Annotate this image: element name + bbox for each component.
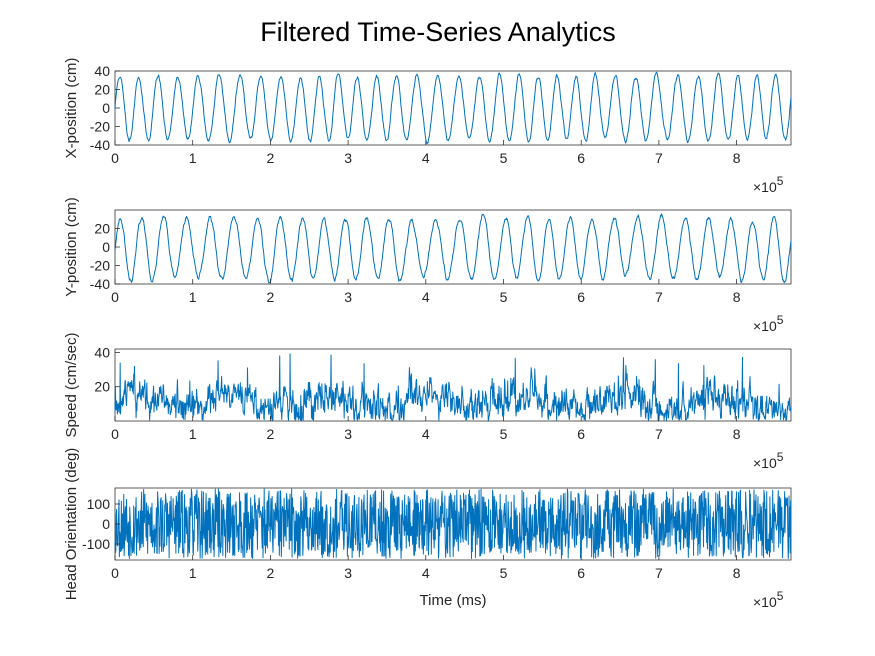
y-tick-label: -40 <box>90 276 110 292</box>
y-tick-label: 100 <box>87 496 111 512</box>
x-tick-label: 7 <box>655 150 663 166</box>
x-tick-label: 4 <box>422 150 430 166</box>
y-tick-label: -100 <box>82 536 110 552</box>
x-tick-label: 2 <box>267 289 275 305</box>
x-tick-label: 1 <box>189 289 197 305</box>
x-tick-label: 3 <box>344 150 352 166</box>
x-tick-label: 7 <box>655 289 663 305</box>
x-exponent-label: ×105 <box>753 589 784 610</box>
x-tick-label: 6 <box>577 426 585 442</box>
y-axis-label: Y-position (cm) <box>63 197 80 296</box>
x-axis-label: Time (ms) <box>420 592 487 609</box>
x-tick-label: 5 <box>500 150 508 166</box>
y-tick-label: -20 <box>90 119 110 135</box>
series-line <box>114 488 792 560</box>
x-tick-label: 8 <box>733 565 741 581</box>
x-tick-label: 4 <box>422 426 430 442</box>
x-tick-label: 8 <box>733 426 741 442</box>
x-exponent-label: ×105 <box>753 450 784 471</box>
x-tick-label: 5 <box>500 565 508 581</box>
y-tick-label: 0 <box>102 100 110 116</box>
x-tick-label: 5 <box>500 289 508 305</box>
exponent-base: ×10 <box>753 318 777 334</box>
x-tick-label: 2 <box>267 565 275 581</box>
y-tick-label: -20 <box>90 258 110 274</box>
series-line <box>114 353 792 421</box>
x-tick-label: 3 <box>344 289 352 305</box>
x-tick-label: 6 <box>577 565 585 581</box>
x-exponent-label: ×105 <box>753 174 784 195</box>
x-tick-label: 1 <box>189 426 197 442</box>
y-tick-label: 20 <box>94 82 110 98</box>
exponent-base: ×10 <box>753 179 777 195</box>
x-tick-label: 3 <box>344 565 352 581</box>
x-tick-label: 5 <box>500 426 508 442</box>
x-tick-label: 8 <box>733 289 741 305</box>
exponent-base: ×10 <box>753 594 777 610</box>
series-line <box>114 71 792 145</box>
y-tick-label: 40 <box>94 63 110 79</box>
x-tick-label: 0 <box>111 150 119 166</box>
x-tick-label: 4 <box>422 565 430 581</box>
plot-area <box>114 209 792 285</box>
exponent-power: 5 <box>777 589 784 603</box>
series-line <box>114 213 792 284</box>
x-tick-label: 4 <box>422 289 430 305</box>
y-tick-label: 0 <box>102 516 110 532</box>
x-tick-label: 8 <box>733 150 741 166</box>
x-tick-label: 2 <box>267 150 275 166</box>
y-axis-label: Speed (cm/sec) <box>63 332 80 437</box>
y-tick-label: -40 <box>90 137 110 153</box>
exponent-power: 5 <box>777 313 784 327</box>
y-tick-label: 0 <box>102 239 110 255</box>
x-tick-label: 7 <box>655 426 663 442</box>
x-tick-label: 1 <box>189 150 197 166</box>
y-axis-label: X-position (cm) <box>63 58 80 159</box>
y-tick-label: 20 <box>94 221 110 237</box>
exponent-base: ×10 <box>753 455 777 471</box>
y-tick-label: 20 <box>94 379 110 395</box>
figure-title: Filtered Time-Series Analytics <box>260 17 616 47</box>
plot-area <box>114 70 792 146</box>
x-tick-label: 6 <box>577 289 585 305</box>
x-exponent-label: ×105 <box>753 313 784 334</box>
exponent-power: 5 <box>777 174 784 188</box>
x-tick-label: 0 <box>111 426 119 442</box>
x-tick-label: 7 <box>655 565 663 581</box>
exponent-power: 5 <box>777 450 784 464</box>
x-tick-label: 0 <box>111 565 119 581</box>
y-tick-label: 40 <box>94 344 110 360</box>
x-tick-label: 2 <box>267 426 275 442</box>
y-axis-label: Head Orientation (deg) <box>63 448 80 601</box>
x-tick-label: 6 <box>577 150 585 166</box>
x-tick-label: 1 <box>189 565 197 581</box>
x-tick-label: 0 <box>111 289 119 305</box>
x-tick-label: 3 <box>344 426 352 442</box>
